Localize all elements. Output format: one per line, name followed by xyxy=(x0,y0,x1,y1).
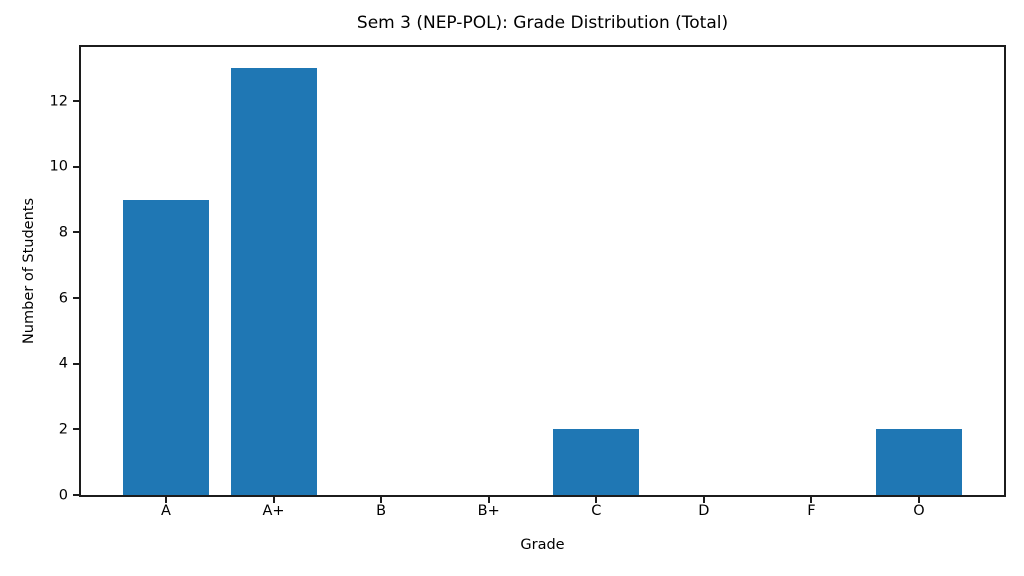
chart-title: Sem 3 (NEP-POL): Grade Distribution (Tot… xyxy=(356,13,729,33)
y-tick-mark xyxy=(73,231,81,234)
x-tick-mark xyxy=(272,495,275,503)
x-tick-mark xyxy=(702,495,705,503)
x-tick-mark xyxy=(595,495,598,503)
x-tick-label: F xyxy=(807,503,816,519)
x-tick-label: B xyxy=(376,503,387,519)
bar-o xyxy=(875,429,963,495)
x-tick-mark xyxy=(810,495,813,503)
y-tick-mark xyxy=(73,362,81,365)
x-tick-mark xyxy=(380,495,383,503)
y-tick-label: 2 xyxy=(58,421,68,438)
y-tick-label: 10 xyxy=(49,158,68,175)
x-tick-mark xyxy=(487,495,490,503)
x-tick-mark xyxy=(164,495,167,503)
x-tick-label: C xyxy=(591,503,602,519)
y-tick-label: 8 xyxy=(58,224,68,241)
x-tick-label: A+ xyxy=(262,503,285,519)
y-tick-label: 0 xyxy=(58,486,68,503)
y-tick-mark xyxy=(73,428,81,431)
x-tick-label: B+ xyxy=(477,503,500,519)
x-tick-label: A xyxy=(161,503,171,519)
y-tick-mark xyxy=(73,100,81,103)
y-tick-mark xyxy=(73,297,81,300)
x-axis-label: Grade xyxy=(520,537,565,553)
y-tick-label: 12 xyxy=(49,92,68,109)
x-tick-label: D xyxy=(698,503,710,519)
y-axis-label: Number of Students xyxy=(21,197,37,345)
x-tick-mark xyxy=(918,495,920,503)
y-tick-mark xyxy=(73,165,81,168)
y-tick-mark xyxy=(73,494,81,496)
bar-a xyxy=(122,199,209,495)
bar-a+ xyxy=(230,68,317,495)
y-tick-label: 4 xyxy=(58,355,68,372)
plot-area: A A+ B B+ C D F O 0 2 4 6 8 10 12 xyxy=(50,45,1006,518)
x-tick-label: O xyxy=(913,503,925,519)
bar-c xyxy=(553,429,640,495)
y-tick-label: 6 xyxy=(58,289,68,306)
